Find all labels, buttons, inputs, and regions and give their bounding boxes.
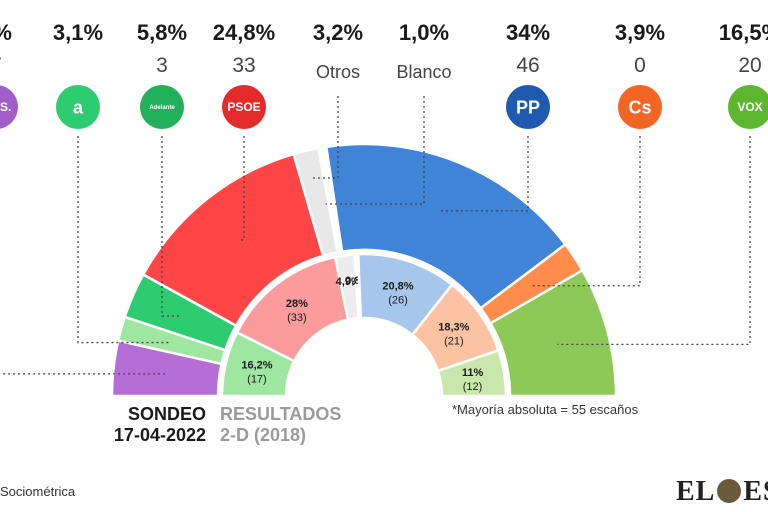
seats-label-podemos: 7 [0,54,2,77]
sondeo-title: SONDEO [127,404,206,424]
brand-logo: EL ESP [676,476,768,508]
inner-pct-pp: 20,8% [382,280,413,292]
party-name-otros: Otros [316,62,360,82]
logo-cs-icon: Cs [618,85,662,129]
svg-text:PP: PP [516,97,540,117]
leader-line-andalucia [161,136,181,317]
outer-segment-vox [488,268,618,398]
leader-line-blanco [325,96,425,205]
seats-label-cs: 0 [634,54,646,77]
inner-pct-aa: 16,2% [241,360,272,372]
inner-seats-cs: (21) [444,336,464,348]
results-date: 2-D (2018) [220,425,307,445]
leader-line-adelante [77,136,172,344]
source-label: Sociométrica [0,484,76,499]
pct-label-podemos: 7% [0,20,12,45]
pct-label-cs: 3,9% [615,20,665,45]
pct-label-otros: 3,2% [313,20,363,45]
pct-label-psoe: 24,8% [213,20,275,45]
seats-label-andalucia: 3 [156,54,168,77]
logo-andalucia-icon: Adelante [140,85,184,129]
brand-left: EL [676,476,716,507]
sondeo-date: 17-04-2022 [113,425,206,445]
logo-vox-icon: VOX [728,85,768,129]
party-name-blanco: Blanco [396,62,451,82]
logo-psoe-icon: PSOE [222,85,266,129]
svg-text:Cs: Cs [628,97,651,117]
inner-ring-label: RESULTADOS 2-D (2018) [220,404,341,446]
inner-segment-vox [436,348,508,398]
pct-label-blanco: 1,0% [399,20,449,45]
pct-label-pp: 34% [506,20,550,45]
inner-pct-cs: 18,3% [438,322,469,334]
leader-line-otros [310,96,339,179]
brand-right: ESP [743,476,768,507]
outer-ring-label: SONDEO 17-04-2022 [60,404,206,446]
pct-label-vox: 16,5% [719,20,768,45]
inner-seats-pp: (26) [388,294,408,306]
inner-seats-psoe: (33) [287,312,307,324]
leader-line-podemos [0,373,166,375]
seats-label-vox: 20 [738,54,761,77]
svg-text:MOS.: MOS. [0,100,11,114]
pct-label-adelante: 3,1% [53,20,103,45]
inner-pct-otros: 4,9% [336,276,361,288]
seats-label-psoe: 33 [232,54,255,77]
logo-podemos-icon: MOS. [0,85,18,129]
inner-pct-psoe: 28% [286,298,308,310]
results-title: RESULTADOS [220,404,342,424]
inner-pct-vox: 11% [462,367,484,379]
svg-text:a: a [73,97,84,117]
inner-seats-aa: (17) [247,374,267,386]
pct-label-andalucia: 5,8% [137,20,187,45]
seats-label-pp: 46 [516,54,539,77]
logo-adelante-icon: a [56,85,100,129]
leader-line-vox [557,136,751,346]
svg-text:PSOE: PSOE [227,100,260,114]
lion-icon [717,479,742,503]
svg-text:Adelante: Adelante [149,105,175,111]
outer-segment-pp [324,142,568,310]
majority-footnote: *Mayoría absoluta = 55 escaños [452,402,639,417]
inner-seats-vox: (12) [463,381,483,393]
logo-pp-icon: PP [506,85,550,129]
svg-text:VOX: VOX [737,100,762,114]
